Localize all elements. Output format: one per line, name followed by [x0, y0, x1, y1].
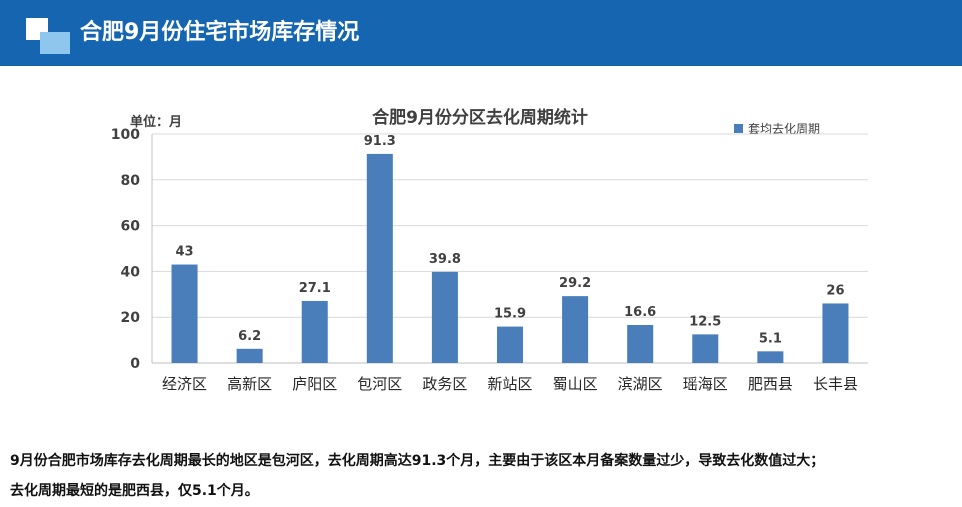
data-label: 26 [826, 283, 844, 298]
bar [692, 334, 719, 363]
data-label: 27.1 [299, 281, 331, 296]
x-tick-label: 高新区 [227, 375, 272, 393]
data-label: 43 [175, 245, 193, 260]
summary-line-1: 9月份合肥市场库存去化周期最长的地区是包河区，去化周期高达91.3个月，主要由于… [10, 453, 825, 469]
y-tick-label: 0 [130, 356, 140, 372]
bar [822, 303, 849, 363]
x-tick-label: 政务区 [422, 375, 467, 393]
legend-swatch [734, 124, 743, 133]
x-tick-label: 滨湖区 [618, 375, 663, 393]
bar [236, 348, 263, 363]
x-tick-label: 庐阳区 [292, 375, 337, 393]
bar [431, 271, 458, 363]
x-tick-label: 新站区 [487, 375, 532, 393]
bar [627, 324, 654, 363]
logo-blue-square [40, 32, 70, 54]
data-label: 5.1 [759, 331, 782, 346]
legend-label: 套均去化周期 [748, 122, 820, 136]
bar [301, 300, 328, 363]
x-tick-label: 包河区 [357, 375, 402, 393]
bar [171, 264, 198, 363]
x-tick-label: 瑶海区 [683, 375, 728, 393]
summary-text: 9月份合肥市场库存去化周期最长的地区是包河区，去化周期高达91.3个月，主要由于… [10, 446, 955, 506]
summary-line-2: 去化周期最短的是肥西县，仅5.1个月。 [10, 483, 259, 499]
data-label: 91.3 [364, 134, 396, 149]
x-tick-label: 蜀山区 [553, 375, 598, 393]
x-tick-label: 肥西县 [748, 375, 793, 393]
bar [496, 326, 524, 363]
legend: 套均去化周期 [734, 122, 820, 136]
bar-chart: 合肥9月份分区去化周期统计 单位：月 套均去化周期 0 20 40 60 80 100 4… [111, 107, 868, 393]
data-label: 15.9 [494, 307, 526, 322]
y-tick-label: 20 [121, 310, 141, 326]
page-title: 合肥9月份住宅市场库存情况 [80, 20, 360, 45]
y-tick-label: 100 [111, 127, 140, 143]
y-tick-label: 60 [121, 219, 141, 235]
header-bar: 合肥9月份住宅市场库存情况 [0, 0, 962, 66]
y-tick-label: 40 [121, 264, 141, 280]
chart-title: 合肥9月份分区去化周期统计 [372, 107, 588, 128]
x-tick-label: 长丰县 [813, 375, 858, 393]
chart-container: 合肥9月份分区去化周期统计 单位：月 套均去化周期 0 20 40 60 80 100 4… [100, 96, 880, 406]
bar [366, 153, 393, 363]
data-label: 39.8 [429, 252, 461, 267]
data-label: 12.5 [689, 314, 721, 329]
y-tick-label: 80 [121, 173, 141, 189]
data-label: 6.2 [238, 329, 261, 344]
data-label: 16.6 [624, 305, 656, 320]
bar [562, 296, 589, 363]
logo-squares-icon [26, 18, 70, 54]
bar [757, 351, 784, 363]
x-tick-label: 经济区 [162, 375, 207, 393]
data-label: 29.2 [559, 276, 591, 291]
unit-label: 单位：月 [130, 114, 182, 130]
